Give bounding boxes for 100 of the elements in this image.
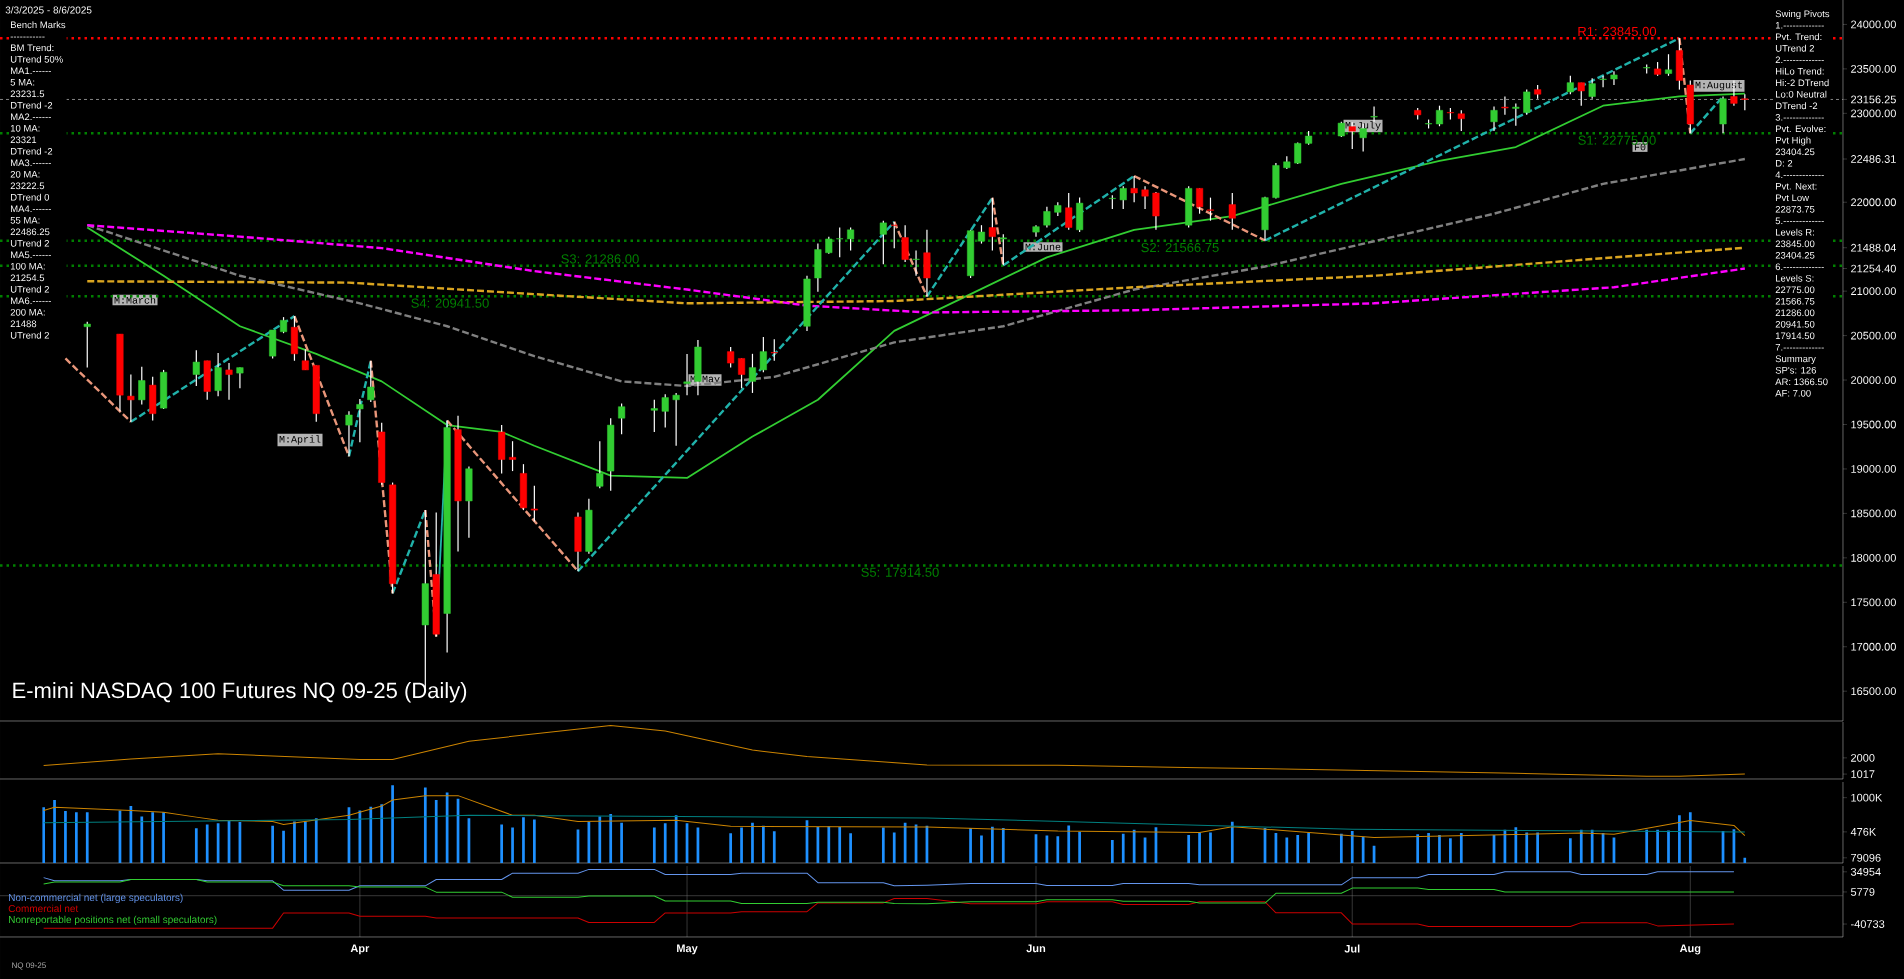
- annotation: Levels S:: [1775, 274, 1814, 282]
- annotation: 4.-------------: [1775, 171, 1824, 179]
- annotation: SP's: 126: [1775, 366, 1817, 374]
- annotation: Bench Marks: [11, 21, 66, 29]
- ref-line-label: S4: 20941.50: [411, 298, 489, 308]
- y-tick-label: 17000.00: [1851, 642, 1896, 651]
- annotation: 23404.25: [1775, 148, 1815, 156]
- y-tick-label: 18000.00: [1851, 553, 1896, 562]
- y-tick-label: 19000.00: [1851, 465, 1896, 473]
- annotation: 23404.25: [1775, 251, 1815, 259]
- annotation: Pvt Low: [1775, 194, 1810, 202]
- y-tick-label: 5779: [1850, 888, 1875, 896]
- ref-line-label: S1: 22775.00: [1578, 135, 1656, 145]
- y-tick-label: 2000: [1851, 753, 1875, 762]
- y-tick-label: 34954: [1850, 867, 1881, 876]
- annotation: 23845.00: [1775, 240, 1815, 248]
- annotation: UTrend 2: [10, 239, 49, 247]
- annotation: 100 MA:: [10, 262, 45, 270]
- annotation: 22486.25: [10, 228, 50, 236]
- annotation: Pvt. Next:: [1775, 183, 1817, 190]
- y-tick-label: 1017: [1851, 770, 1875, 778]
- annotation: 5 MA:: [10, 79, 35, 86]
- annotation: 22873.75: [1775, 205, 1815, 213]
- annotation: M:August: [1695, 81, 1742, 91]
- annotation: Swing Pivots: [1775, 10, 1830, 20]
- annotation: 23222.5: [10, 182, 45, 190]
- annotation: 3.-------------: [1775, 113, 1824, 121]
- x-tick-label: Apr: [350, 944, 370, 955]
- y-tick-label: 21254.40: [1851, 264, 1896, 273]
- annotation: HiLo Trend:: [1775, 67, 1824, 75]
- y-tick-label: 22000.00: [1851, 198, 1896, 207]
- annotation: MA2.------: [11, 113, 51, 121]
- text: Nonreportable positions net (small speculators): [9, 915, 217, 926]
- ref-line-label: S2: 21566.75: [1141, 242, 1219, 253]
- annotation: Levels R:: [1775, 228, 1814, 236]
- annotation: Pvt. Evolve:: [1775, 125, 1826, 133]
- y-tick-label: 16500.00: [1851, 687, 1896, 696]
- y-tick-label: 23000.00: [1851, 109, 1896, 118]
- annotation: Lo:0 Neutral: [1775, 90, 1827, 98]
- text: 3/3/2025 - 8/6/2025: [5, 6, 92, 14]
- annotation: MA5.------: [11, 251, 51, 259]
- y-tick-label: 21488.04: [1851, 243, 1897, 252]
- annotation: 20941.50: [1775, 320, 1815, 328]
- annotation: DTrend -2: [11, 147, 53, 155]
- annotation: 21488: [10, 320, 37, 328]
- annotation: 20 MA:: [10, 170, 40, 178]
- x-tick-label: May: [677, 944, 698, 955]
- annotation: DTrend -2: [1775, 102, 1818, 110]
- y-tick-label: 476K: [1850, 828, 1877, 836]
- annotation: Pvt High: [1775, 136, 1811, 146]
- annotation: AR: 1366.50: [1775, 378, 1828, 386]
- annotation: -----------: [10, 36, 45, 38]
- text: NQ 09-25: [12, 962, 46, 970]
- annotation: AF: 7.00: [1775, 389, 1811, 397]
- annotation: 21566.75: [1775, 297, 1815, 305]
- series-label: Non-commercial net (large speculators): [9, 893, 183, 904]
- annotation: M:April: [279, 435, 321, 445]
- y-tick-label: 21000.00: [1851, 287, 1896, 296]
- annotation: Hi:-2 DTrend: [1775, 79, 1829, 87]
- y-tick-label: 23500.00: [1851, 65, 1896, 73]
- y-tick-label: 23156.25: [1851, 95, 1896, 104]
- annotation: 6.-------------: [1775, 263, 1824, 271]
- annotation: 21286.00: [1775, 309, 1815, 317]
- annotation: 17914.50: [1775, 332, 1815, 340]
- annotation: Summary: [1775, 355, 1816, 365]
- annotation: 2.-------------: [1775, 56, 1824, 64]
- annotation: DTrend 0: [11, 193, 50, 201]
- annotation: MA6.------: [11, 297, 51, 305]
- annotation: 10 MA:: [10, 124, 40, 132]
- annotation: 23231.5: [10, 90, 45, 98]
- annotation: MA4.------: [11, 205, 51, 213]
- y-tick-label: 22486.31: [1851, 155, 1896, 163]
- y-tick-label: 19500.00: [1851, 420, 1896, 429]
- y-tick-label: 20500.00: [1851, 331, 1896, 340]
- annotation: 55 MA:: [10, 217, 40, 224]
- y-tick-label: 24000.00: [1851, 20, 1896, 29]
- annotation: UTrend 50%: [10, 55, 63, 63]
- annotation: DTrend -2: [11, 101, 53, 109]
- annotation: M:March: [114, 296, 156, 304]
- annotation: 22775.00: [1775, 286, 1815, 294]
- x-tick-label: Aug: [1679, 944, 1701, 955]
- annotation: D: 2: [1775, 159, 1793, 167]
- annotation: 200 MA:: [10, 308, 45, 316]
- annotation: UTrend 2: [1775, 44, 1814, 52]
- annotation: 21254.5: [10, 274, 45, 282]
- y-tick-label: 79096: [1851, 853, 1881, 862]
- annotation: BM Trend:: [11, 44, 54, 52]
- annotation: Pvt. Trend:: [1775, 33, 1822, 41]
- text: E-mini NASDAQ 100 Futures NQ 09-25 (Daily): [13, 682, 467, 703]
- annotation: 5.-------------: [1775, 217, 1824, 225]
- ref-line-label: S3: 21286.00: [561, 254, 639, 264]
- y-tick-label: 17500.00: [1851, 598, 1896, 607]
- y-tick-label: 18500.00: [1851, 509, 1896, 518]
- annotation: 7.-------------: [1775, 344, 1824, 351]
- annotation: 23321: [10, 136, 37, 144]
- x-tick-label: Jul: [1344, 944, 1360, 953]
- annotation: 1.-------------: [1775, 22, 1824, 29]
- annotation: M:July: [1345, 121, 1381, 131]
- series-label: Commercial net: [8, 904, 79, 913]
- y-tick-label: 20000.00: [1851, 376, 1896, 384]
